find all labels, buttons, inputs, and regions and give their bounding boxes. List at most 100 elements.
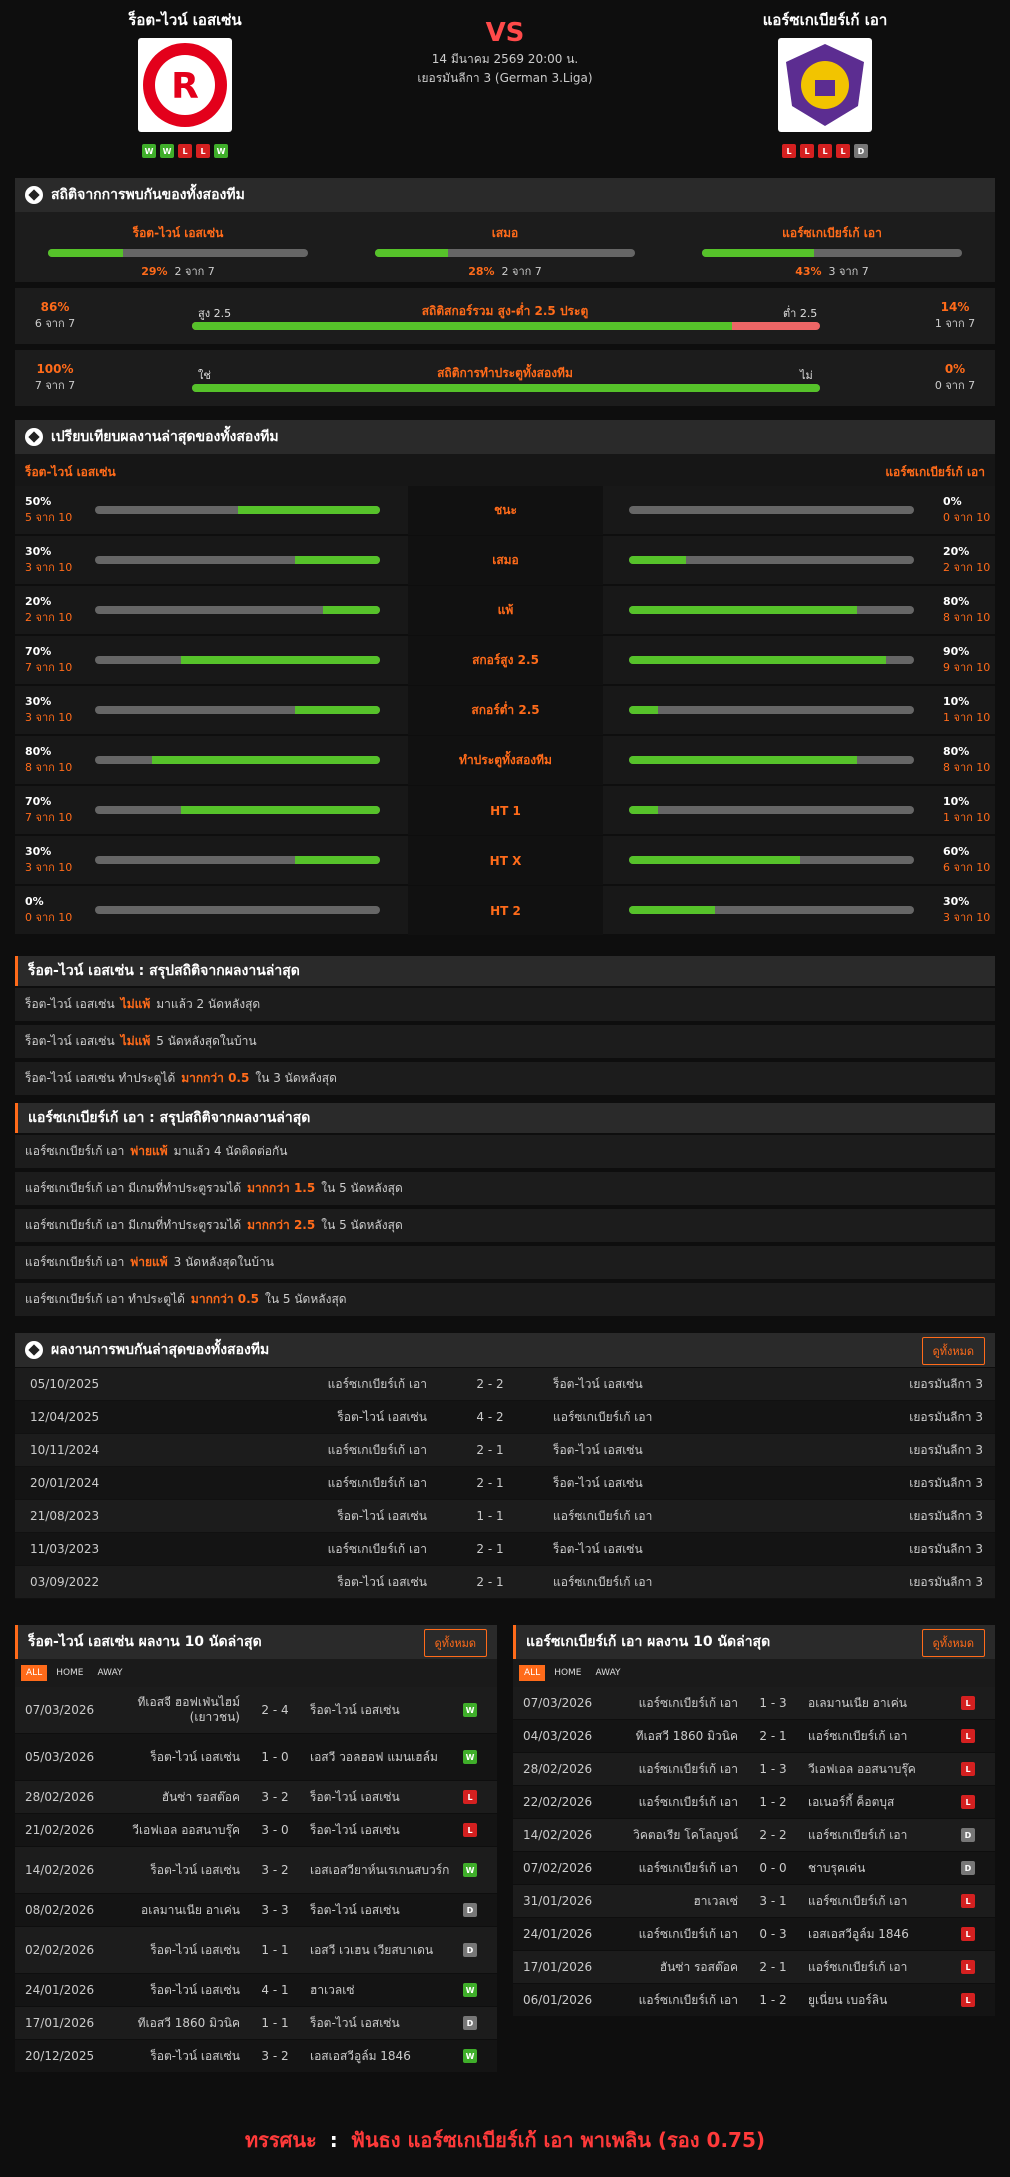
match-league: เยอรมันลีกา 3 (German 3.Liga)	[417, 71, 593, 85]
away-last10: แอร์ซเกเบียร์เก้ เอา ผลงาน 10 นัดล่าสุด …	[513, 1625, 995, 2017]
list-item[interactable]: 21/02/2026 วีเอฟเอล ออสนาบรุ๊ค 3 - 0 ร็อต-ไ…	[15, 1814, 497, 1847]
form-badge: L	[178, 144, 192, 158]
table-row[interactable]: 21/08/2023 ร็อต-ไวน์ เอสเซ่น 1 - 1 แอร์ซเกเ…	[15, 1500, 995, 1533]
away-last10-tabs: ALL HOME AWAY	[513, 1659, 995, 1687]
summary-row: แอร์ซเกเบียร์เก้ เอา พ่ายแพ้ 3 นัดหลังสุดใ…	[15, 1246, 995, 1279]
summary-row: ร็อต-ไวน์ เอสเซ่น ทำประตูได้ มากกว่า 0.5 ใ…	[15, 1062, 995, 1095]
list-item[interactable]: 06/01/2026 แอร์ซเกเบียร์เก้ เอา 1 - 2 ยูเนี…	[513, 1984, 995, 2017]
list-item[interactable]: 17/01/2026 ฮันซ่า รอสต๊อค 2 - 1 แอร์ซเกเบีย…	[513, 1951, 995, 1984]
away-team-logo	[778, 38, 872, 132]
form-badge: L	[196, 144, 210, 158]
result-badge: D	[463, 1943, 477, 1957]
table-row[interactable]: 10/11/2024 แอร์ซเกเบียร์เก้ เอา 2 - 1 ร็อต-…	[15, 1434, 995, 1467]
list-item[interactable]: 28/02/2026 ฮันซ่า รอสต๊อค 3 - 2 ร็อต-ไวน์ เ…	[15, 1781, 497, 1814]
form-badge: L	[782, 144, 796, 158]
home-team-logo: R	[138, 38, 232, 132]
list-item[interactable]: 05/03/2026 ร็อต-ไวน์ เอสเซ่น 1 - 0 เอสวี วอ…	[15, 1734, 497, 1781]
bar-fill	[629, 756, 857, 764]
list-item[interactable]: 24/01/2026 ร็อต-ไวน์ เอสเซ่น 4 - 1 ฮาเวลเซ่…	[15, 1974, 497, 2007]
bar-fill	[629, 556, 686, 564]
table-row[interactable]: 12/04/2025 ร็อต-ไวน์ เอสเซ่น 4 - 2 แอร์ซเกเ…	[15, 1401, 995, 1434]
home-team-name: ร็อต-ไวน์ เอสเซ่น	[128, 11, 242, 29]
h2h-home: ร็อต-ไวน์ เอสเซ่น 29% 2 จาก 7	[48, 224, 308, 280]
away-last10-view-all-button[interactable]: ดูทั้งหมด	[921, 1629, 985, 1657]
list-item[interactable]: 24/01/2026 แอร์ซเกเบียร์เก้ เอา 0 - 3 เอสเอ…	[513, 1918, 995, 1951]
list-item[interactable]: 31/01/2026 ฮาเวลเซ่ 3 - 1 แอร์ซเกเบียร์เก้ …	[513, 1885, 995, 1918]
h2h-result-box: ร็อต-ไวน์ เอสเซ่น 29% 2 จาก 7 เสมอ 28% 2…	[15, 212, 995, 282]
compare-row: 30% 3 จาก 10 เสมอ 20% 2 จาก 10	[15, 536, 995, 585]
list-item[interactable]: 08/02/2026 อเลมานเนีย อาเค่น 3 - 3 ร็อต-ไวน…	[15, 1894, 497, 1927]
form-badge: W	[160, 144, 174, 158]
result-badge: L	[961, 1696, 975, 1710]
bar-fill	[237, 506, 380, 514]
bar-fill	[192, 322, 733, 330]
list-item[interactable]: 02/02/2026 ร็อต-ไวน์ เอสเซ่น 1 - 1 เอสวี เว…	[15, 1927, 497, 1974]
list-item[interactable]: 07/02/2026 แอร์ซเกเบียร์เก้ เอา 0 - 0 ชาบรุ…	[513, 1852, 995, 1885]
compare-row: 70% 7 จาก 10 สกอร์สูง 2.5 90% 9 จาก 10	[15, 636, 995, 685]
bar-fill	[152, 756, 380, 764]
table-row[interactable]: 03/09/2022 ร็อต-ไวน์ เอสเซ่น 2 - 1 แอร์ซเกเ…	[15, 1566, 995, 1599]
result-badge: D	[463, 1903, 477, 1917]
h2h-view-all-button[interactable]: ดูทั้งหมด	[921, 1337, 985, 1365]
result-badge: W	[463, 2049, 477, 2063]
away-summary-section: แอร์ซเกเบียร์เก้ เอา : สรุปสถิติจากผลงาน…	[15, 1103, 995, 1133]
tab-home[interactable]: HOME	[56, 1668, 84, 1678]
compare-row: 70% 7 จาก 10 HT 1 10% 1 จาก 10	[15, 786, 995, 835]
compare-row: 20% 2 จาก 10 แพ้ 80% 8 จาก 10	[15, 586, 995, 635]
tab-away[interactable]: AWAY	[97, 1668, 123, 1678]
bar-fill	[375, 249, 448, 257]
h2h-draw: เสมอ 28% 2 จาก 7	[375, 224, 635, 280]
compare-row: 0% 0 จาก 10 HT 2 30% 3 จาก 10	[15, 886, 995, 935]
tab-all[interactable]: ALL	[519, 1665, 546, 1681]
list-item[interactable]: 28/02/2026 แอร์ซเกเบียร์เก้ เอา 1 - 3 วีเอฟ…	[513, 1753, 995, 1786]
bar-fill	[294, 556, 380, 564]
compare-team-header: ร็อต-ไวน์ เอสเซ่น แอร์ซเกเบียร์เก้ เอา	[15, 454, 995, 486]
table-row[interactable]: 05/10/2025 แอร์ซเกเบียร์เก้ เอา 2 - 2 ร็อต-…	[15, 1368, 995, 1401]
result-badge: D	[961, 1861, 975, 1875]
list-item[interactable]: 07/03/2026 ทีเอสจี ฮอฟเฟ่นไฮม์ (เยาวชน) 2 …	[15, 1687, 497, 1734]
bar-fill	[192, 384, 820, 392]
result-badge: W	[463, 1863, 477, 1877]
result-badge: L	[961, 1795, 975, 1809]
result-badge: L	[961, 1762, 975, 1776]
h2h-away: แอร์ซเกเบียร์เก้ เอา 43% 3 จาก 7	[702, 224, 962, 280]
list-item[interactable]: 14/02/2026 ร็อต-ไวน์ เอสเซ่น 3 - 2 เอสเอสวี…	[15, 1847, 497, 1894]
list-item[interactable]: 20/12/2025 ร็อต-ไวน์ เอสเซ่น 3 - 2 เอสเอสวี…	[15, 2040, 497, 2073]
bar-fill	[629, 656, 886, 664]
result-badge: L	[961, 1894, 975, 1908]
bar-fill	[180, 806, 380, 814]
match-info: 14 มีนาคม 2569 20:00 น. เยอรมันลีกา 3 (G…	[0, 50, 1010, 88]
table-row[interactable]: 11/03/2023 แอร์ซเกเบียร์เก้ เอา 2 - 1 ร็อต-…	[15, 1533, 995, 1566]
home-last10-table: 07/03/2026 ทีเอสจี ฮอฟเฟ่นไฮม์ (เยาวชน) 2 …	[15, 1687, 497, 2073]
bar-fill	[180, 656, 380, 664]
result-badge: L	[961, 1729, 975, 1743]
form-badge: W	[214, 144, 228, 158]
compare-label: ทำประตูทั้งสองทีม	[408, 736, 603, 785]
tab-home[interactable]: HOME	[554, 1668, 582, 1678]
list-item[interactable]: 14/02/2026 วิคตอเรีย โคโลญจน์ 2 - 2 แอร์ซเก…	[513, 1819, 995, 1852]
compare-label: ชนะ	[408, 486, 603, 535]
summary-row: แอร์ซเกเบียร์เก้ เอา พ่ายแพ้ มาแล้ว 4 นัดต…	[15, 1135, 995, 1168]
compare-label: เสมอ	[408, 536, 603, 585]
result-badge: L	[463, 1790, 477, 1804]
tab-all[interactable]: ALL	[21, 1665, 48, 1681]
tab-away[interactable]: AWAY	[595, 1668, 621, 1678]
summary-row: แอร์ซเกเบียร์เก้ เอา มีเกมที่ทำประตูรวมไ…	[15, 1172, 995, 1205]
bar-fill	[629, 606, 857, 614]
result-badge: L	[961, 1993, 975, 2007]
list-item[interactable]: 22/02/2026 แอร์ซเกเบียร์เก้ เอา 1 - 2 เอเนอ…	[513, 1786, 995, 1819]
compare-row: 80% 8 จาก 10 ทำประตูทั้งสองทีม 80% 8 จาก 10	[15, 736, 995, 785]
compare-section: เปรียบเทียบผลงานล่าสุดของทั้งสองทีม	[15, 420, 995, 454]
list-item[interactable]: 07/03/2026 แอร์ซเกเบียร์เก้ เอา 1 - 3 อเลมา…	[513, 1687, 995, 1720]
list-item[interactable]: 04/03/2026 ทีเอสวี 1860 มิวนิค 2 - 1 แอร์ซเ…	[513, 1720, 995, 1753]
btts-box: 100% 7 จาก 7 ใช่ สถิติการทำประตูทั้งสองที…	[15, 350, 995, 406]
form-badge: L	[836, 144, 850, 158]
table-row[interactable]: 20/01/2024 แอร์ซเกเบียร์เก้ เอา 2 - 1 ร็อต-…	[15, 1467, 995, 1500]
home-summary-section: ร็อต-ไวน์ เอสเซ่น : สรุปสถิติจากผลงานล่า…	[15, 956, 995, 986]
list-item[interactable]: 17/01/2026 ทีเอสวี 1860 มิวนิค 1 - 1 ร็อต-ไ…	[15, 2007, 497, 2040]
home-last10-view-all-button[interactable]: ดูทั้งหมด	[423, 1629, 487, 1657]
football-icon	[25, 186, 43, 204]
football-icon	[25, 1341, 43, 1359]
